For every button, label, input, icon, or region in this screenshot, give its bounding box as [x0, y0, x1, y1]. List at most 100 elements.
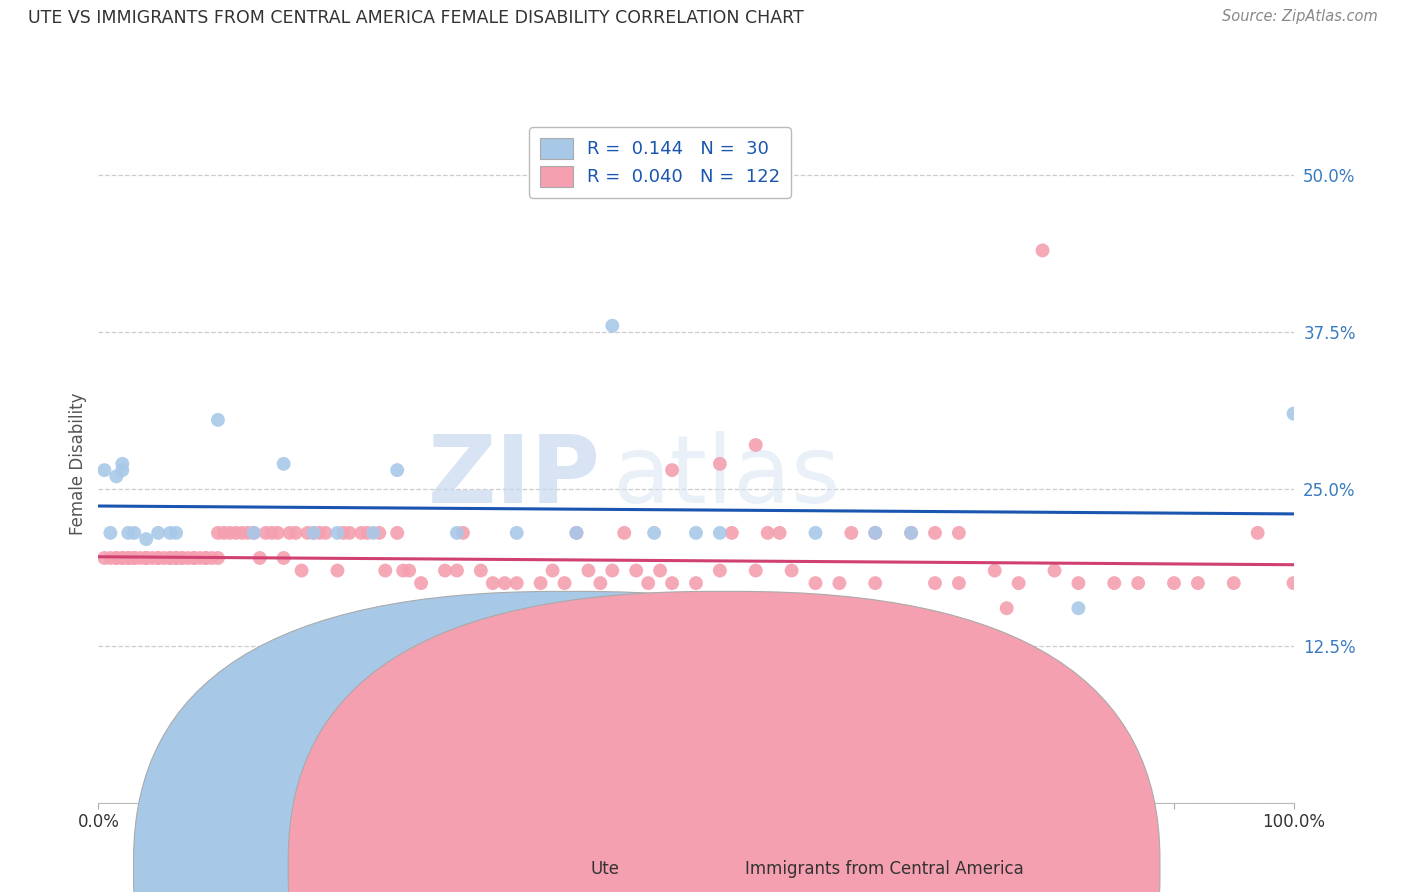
- Point: [446, 525, 468, 540]
- Point: [589, 576, 612, 591]
- Point: [1043, 564, 1066, 578]
- Point: [661, 576, 683, 591]
- Point: [995, 601, 1018, 615]
- Point: [1282, 407, 1305, 421]
- Point: [219, 525, 242, 540]
- Point: [506, 576, 529, 591]
- Point: [273, 551, 295, 566]
- Point: [267, 525, 290, 540]
- Point: [661, 463, 683, 477]
- Point: [685, 576, 707, 591]
- Point: [637, 576, 659, 591]
- Point: [948, 525, 970, 540]
- Point: [363, 676, 385, 690]
- Point: [721, 525, 744, 540]
- Point: [135, 551, 157, 566]
- Point: [117, 525, 139, 540]
- Point: [529, 576, 551, 591]
- FancyBboxPatch shape: [134, 591, 1005, 892]
- Point: [924, 576, 946, 591]
- Point: [565, 525, 588, 540]
- Point: [374, 564, 396, 578]
- Point: [326, 564, 349, 578]
- Point: [600, 318, 623, 333]
- Point: [983, 564, 1005, 578]
- Point: [172, 551, 194, 566]
- Point: [260, 525, 283, 540]
- Point: [207, 551, 229, 566]
- Point: [541, 564, 564, 578]
- Point: [236, 525, 259, 540]
- Point: [231, 525, 253, 540]
- Point: [363, 525, 385, 540]
- Point: [141, 551, 163, 566]
- Point: [207, 413, 229, 427]
- Point: [648, 564, 672, 578]
- Point: [124, 551, 146, 566]
- Point: [153, 551, 176, 566]
- Point: [337, 525, 360, 540]
- Legend: R =  0.144   N =  30, R =  0.040   N =  122: R = 0.144 N = 30, R = 0.040 N = 122: [529, 128, 792, 198]
- Point: [148, 525, 170, 540]
- Point: [332, 525, 354, 540]
- Point: [212, 525, 235, 540]
- Point: [576, 564, 599, 578]
- Point: [105, 551, 128, 566]
- Point: [111, 551, 134, 566]
- Point: [517, 676, 540, 690]
- Point: [1032, 244, 1054, 258]
- Point: [745, 564, 768, 578]
- Point: [446, 564, 468, 578]
- Point: [278, 525, 301, 540]
- Point: [839, 525, 862, 540]
- Point: [458, 676, 481, 690]
- Point: [183, 551, 205, 566]
- Point: [756, 525, 779, 540]
- Point: [225, 525, 247, 540]
- Point: [165, 551, 187, 566]
- Point: [194, 551, 217, 566]
- Point: [411, 576, 433, 591]
- Point: [290, 564, 312, 578]
- Point: [433, 564, 456, 578]
- Point: [308, 525, 330, 540]
- Point: [194, 551, 217, 566]
- Point: [117, 551, 139, 566]
- Point: [93, 463, 115, 477]
- Point: [159, 525, 181, 540]
- Point: [326, 525, 349, 540]
- Point: [863, 576, 886, 591]
- Point: [451, 525, 474, 540]
- Point: [924, 525, 946, 540]
- Text: Source: ZipAtlas.com: Source: ZipAtlas.com: [1222, 9, 1378, 24]
- Point: [111, 463, 134, 477]
- Point: [745, 438, 768, 452]
- Point: [1222, 576, 1246, 591]
- Y-axis label: Female Disability: Female Disability: [69, 392, 87, 535]
- Point: [1067, 576, 1090, 591]
- Point: [356, 525, 378, 540]
- Point: [98, 525, 122, 540]
- Point: [177, 551, 200, 566]
- Point: [948, 576, 970, 591]
- Point: [481, 576, 505, 591]
- Point: [159, 551, 181, 566]
- Point: [1246, 525, 1268, 540]
- Point: [111, 457, 134, 471]
- Point: [385, 525, 409, 540]
- Point: [804, 576, 827, 591]
- Point: [1163, 576, 1185, 591]
- Point: [135, 532, 157, 546]
- Point: [93, 551, 115, 566]
- Text: Ute: Ute: [591, 860, 620, 878]
- Point: [392, 564, 415, 578]
- Point: [398, 564, 420, 578]
- Point: [1282, 576, 1305, 591]
- Point: [385, 463, 409, 477]
- Point: [111, 551, 134, 566]
- Point: [600, 564, 623, 578]
- Text: ZIP: ZIP: [427, 432, 600, 524]
- Point: [302, 525, 325, 540]
- Point: [172, 551, 194, 566]
- Point: [284, 525, 307, 540]
